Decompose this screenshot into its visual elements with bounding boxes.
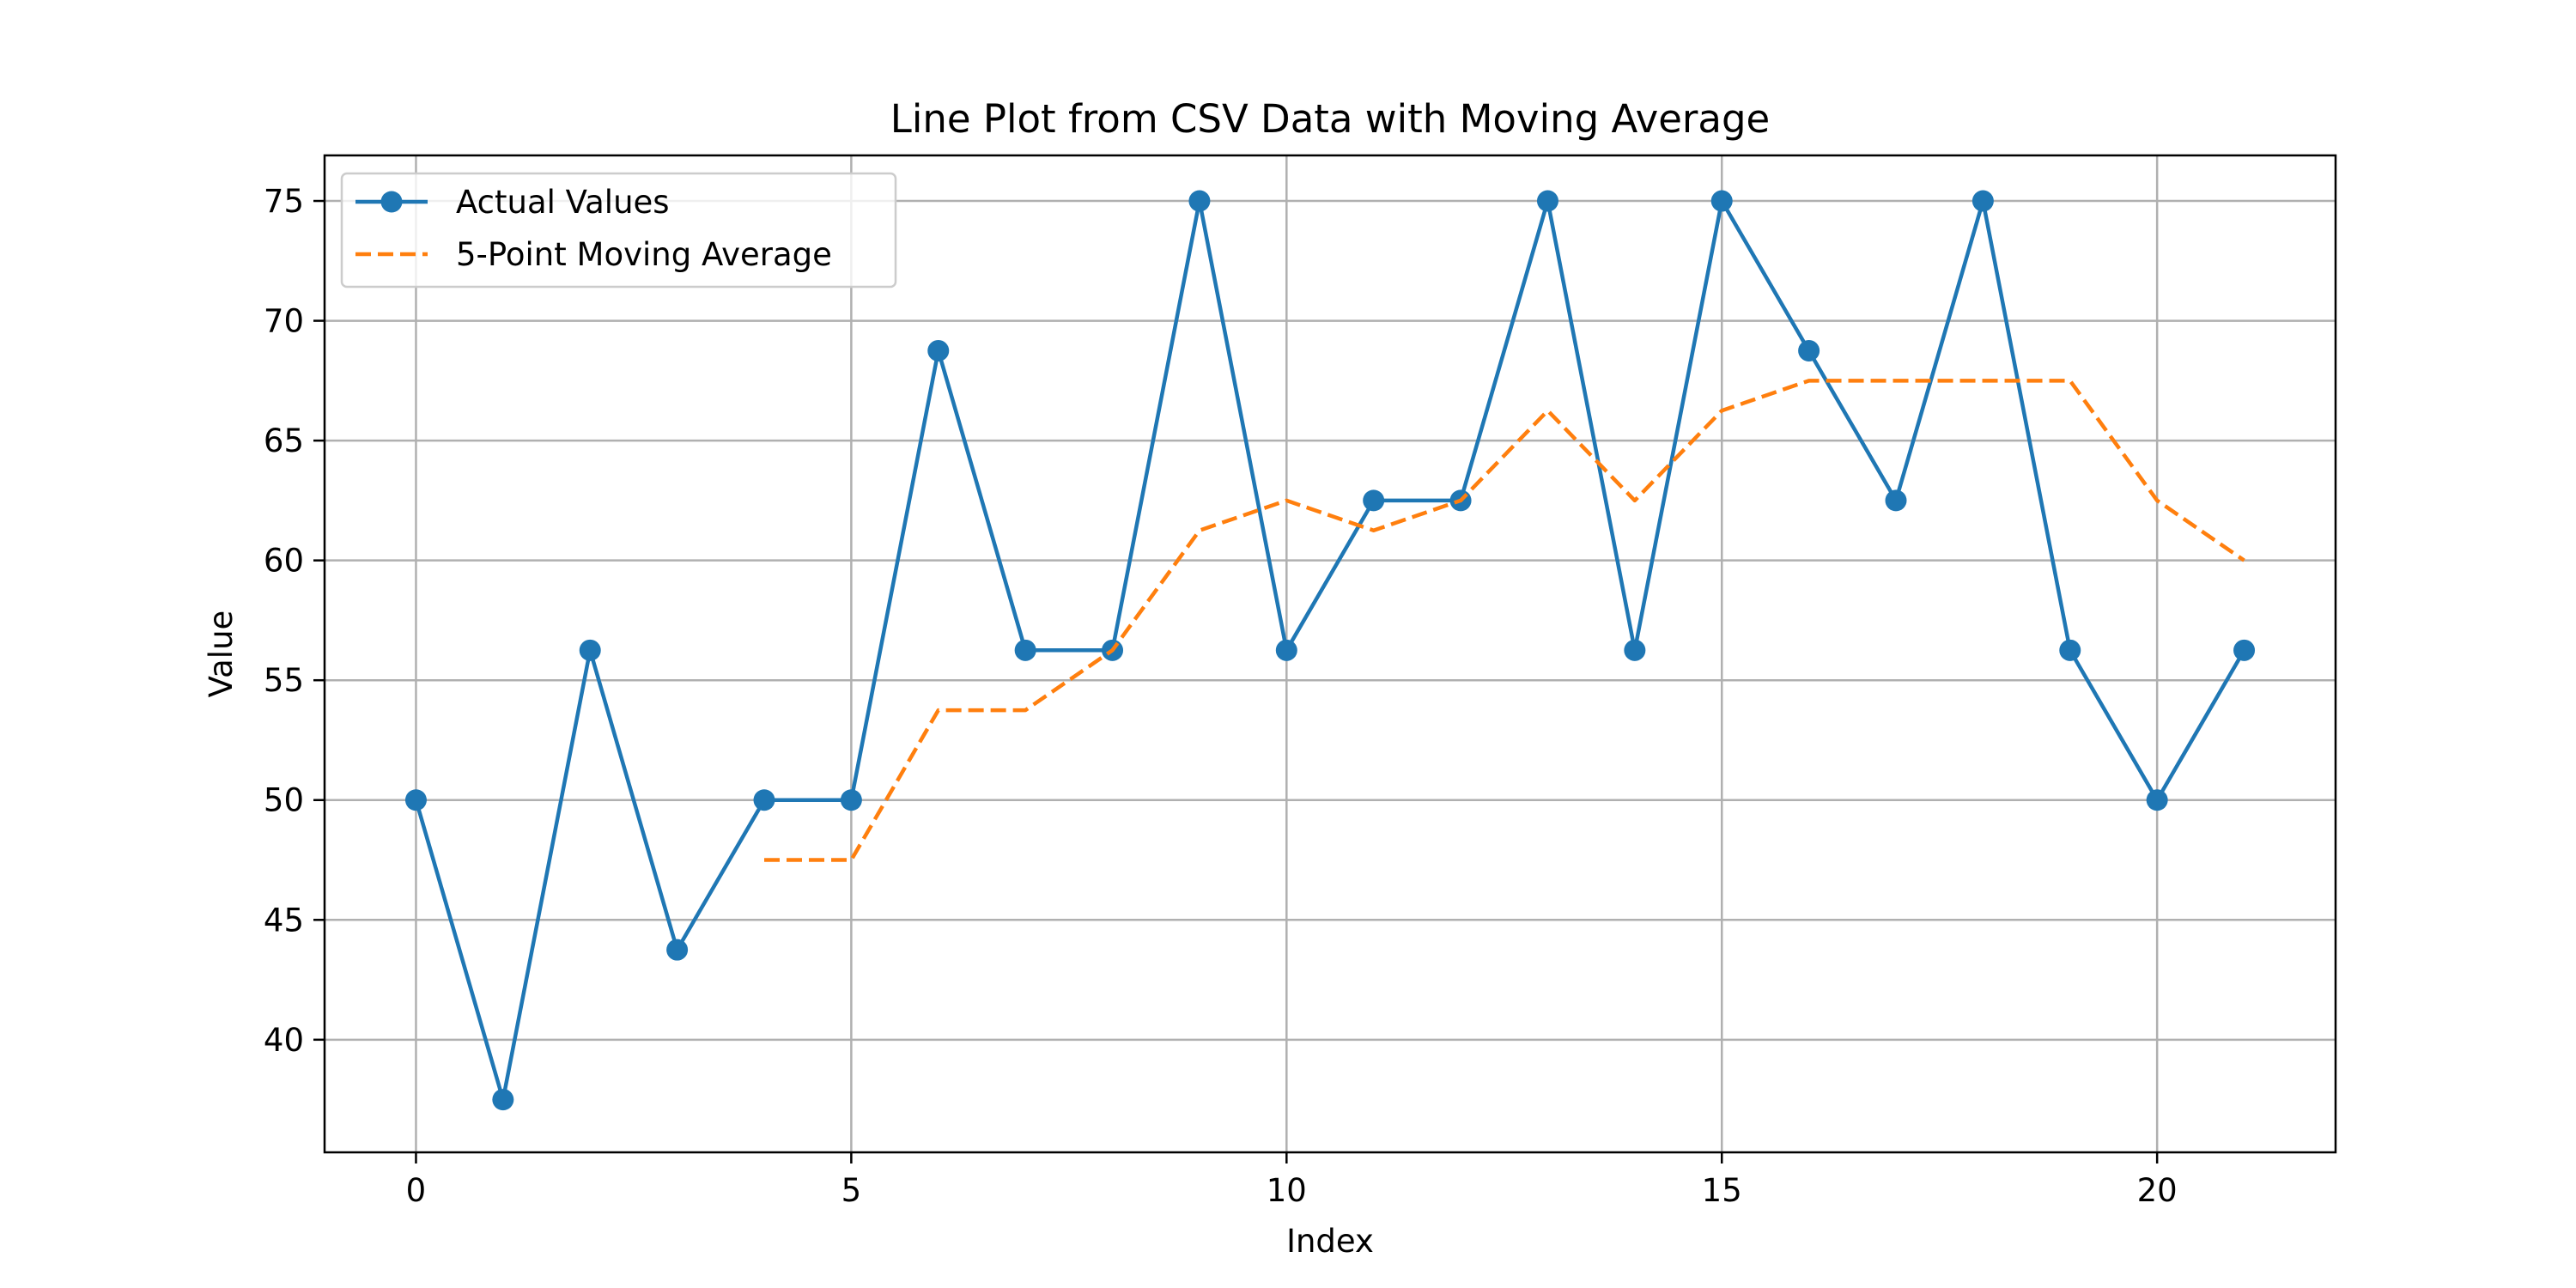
actual-value-point (1624, 639, 1646, 661)
legend-label-moving-average: 5-Point Moving Average (456, 236, 832, 273)
actual-value-point (404, 789, 427, 811)
axis-ticks: 0 5 10 15 20 40 45 50 55 60 65 70 75 (264, 183, 2178, 1209)
actual-value-point (927, 339, 950, 361)
actual-value-point (753, 789, 775, 811)
x-tick-label: 5 (841, 1172, 862, 1209)
actual-value-point (2059, 639, 2081, 661)
actual-value-point (1885, 489, 1907, 512)
legend-label-actual-values: Actual Values (456, 184, 670, 221)
y-tick-label: 65 (264, 422, 304, 459)
x-axis-title: Index (1286, 1223, 1374, 1260)
x-tick-label: 15 (1702, 1172, 1742, 1209)
actual-value-point (2233, 639, 2256, 661)
y-tick-label: 70 (264, 303, 304, 340)
actual-value-point (1275, 639, 1297, 661)
data-series (404, 190, 2256, 1111)
x-tick-label: 20 (2137, 1172, 2178, 1209)
moving-average-line (764, 379, 2245, 862)
actual-value-point (1971, 190, 1994, 212)
y-tick-label: 40 (264, 1022, 304, 1059)
actual-value-point (2146, 789, 2168, 811)
chart-title: Line Plot from CSV Data with Moving Aver… (890, 96, 1771, 142)
y-axis-title: Value (203, 611, 240, 698)
y-tick-label: 60 (264, 543, 304, 580)
x-tick-label: 0 (406, 1172, 427, 1209)
actual-value-point (1188, 190, 1211, 212)
plot-frame (323, 154, 2337, 1154)
actual-value-point (1536, 190, 1558, 212)
y-tick-label: 55 (264, 662, 304, 699)
actual-value-point (840, 789, 862, 811)
legend-box (340, 172, 897, 289)
actual-value-point (666, 939, 689, 961)
actual-value-point (1710, 190, 1733, 212)
legend: Actual Values 5-Point Moving Average (340, 172, 897, 289)
actual-value-point (1014, 639, 1036, 661)
actual-value-point (579, 639, 601, 661)
x-tick-label: 10 (1267, 1172, 1307, 1209)
y-tick-label: 75 (264, 183, 304, 220)
actual-value-point (492, 1089, 514, 1111)
actual-value-point (1798, 339, 1820, 361)
actual-values-line (414, 198, 2246, 1102)
y-tick-label: 45 (264, 902, 304, 939)
y-tick-label: 50 (264, 782, 304, 819)
actual-value-point (1363, 489, 1385, 512)
legend-marker-actual-values (380, 191, 403, 213)
